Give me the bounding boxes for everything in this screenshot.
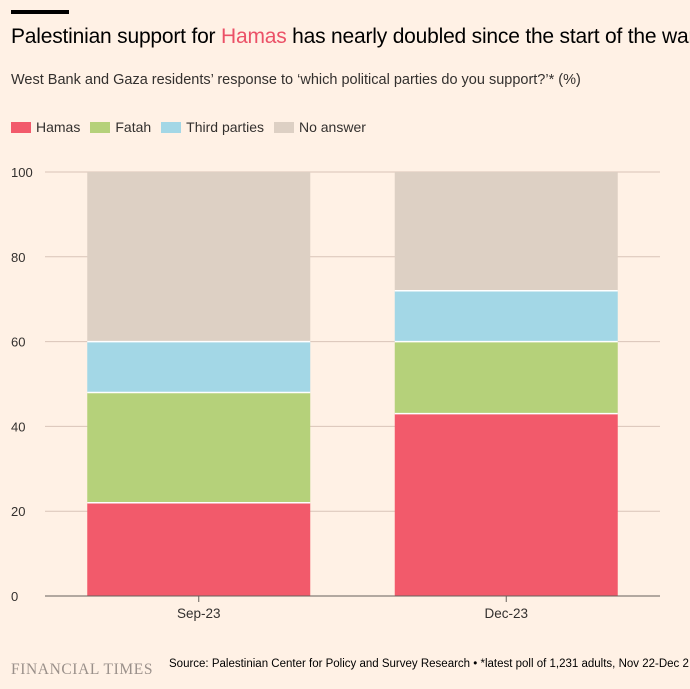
chart-subtitle: West Bank and Gaza residents’ response t… [11, 72, 581, 88]
title-suffix: has nearly doubled since the start of th… [286, 25, 690, 48]
legend-label: Fatah [115, 119, 152, 135]
top-rule [11, 10, 69, 14]
legend-swatch [161, 121, 182, 133]
bar-segment [394, 341, 618, 414]
legend-item: Hamas [11, 119, 80, 135]
bar-segment [394, 413, 618, 596]
bar-segment [394, 290, 618, 342]
y-tick-label: 60 [11, 335, 25, 350]
legend-label: No answer [298, 119, 366, 135]
legend-swatch [11, 121, 31, 133]
legend: Hamas Fatah Third parties No answer [11, 119, 376, 135]
y-tick-label: 80 [11, 250, 25, 265]
ft-logo: FINANCIAL TIMES [11, 661, 154, 678]
legend-swatch [273, 121, 294, 133]
stacked-bar-chart: 0 20 40 60 80 100 Sep-23 Dec-23 [11, 165, 660, 621]
title-highlight: Hamas [221, 25, 287, 48]
bar-segment [87, 341, 311, 393]
y-tick-label: 0 [11, 589, 18, 604]
legend-label: Third parties [186, 119, 264, 135]
bar-segment [87, 392, 311, 503]
y-tick-label: 20 [11, 504, 25, 519]
bar-segment [87, 172, 311, 342]
chart-title: Palestinian support for Hamas has nearly… [11, 25, 690, 49]
source-note: Source: Palestinian Center for Policy an… [169, 658, 689, 670]
legend-swatch [90, 121, 111, 133]
x-tick-label: Sep-23 [177, 606, 221, 621]
legend-item: Fatah [90, 119, 151, 135]
legend-item: No answer [273, 119, 366, 135]
bar-segment [87, 502, 311, 596]
y-tick-label: 100 [11, 165, 33, 180]
legend-label: Hamas [36, 119, 81, 135]
title-prefix: Palestinian support for [11, 25, 221, 48]
y-tick-label: 40 [11, 419, 25, 434]
x-tick-label: Dec-23 [484, 606, 528, 621]
bar-segment [394, 172, 618, 291]
legend-item: Third parties [161, 119, 264, 135]
